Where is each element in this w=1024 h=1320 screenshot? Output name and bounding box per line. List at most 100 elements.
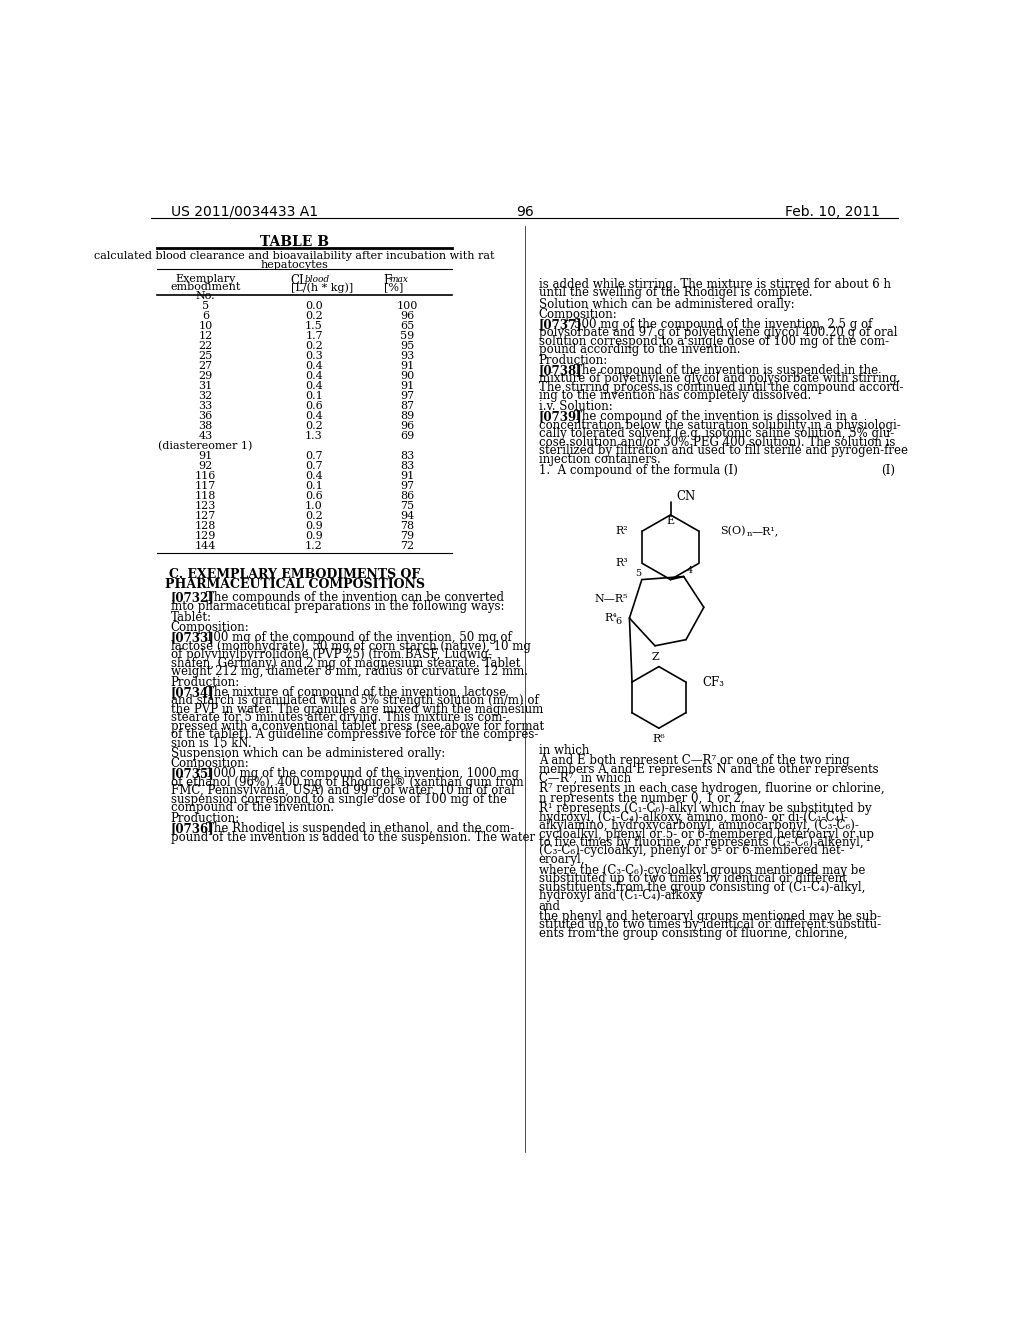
Text: 129: 129 xyxy=(195,531,216,541)
Text: 91: 91 xyxy=(199,451,213,461)
Text: (C₃-C₆)-cycloalkyl, phenyl or 5- or 6-membered het-: (C₃-C₆)-cycloalkyl, phenyl or 5- or 6-me… xyxy=(539,845,845,858)
Text: pound of the invention is added to the suspension. The water: pound of the invention is added to the s… xyxy=(171,830,535,843)
Text: max: max xyxy=(389,276,409,284)
Text: alkylamino, hydroxycarbonyl, aminocarbonyl, (C₃-C₆)-: alkylamino, hydroxycarbonyl, aminocarbon… xyxy=(539,818,859,832)
Text: and: and xyxy=(539,900,561,913)
Text: [0733]: [0733] xyxy=(171,631,214,644)
Text: 127: 127 xyxy=(195,511,216,521)
Text: CL: CL xyxy=(291,275,307,286)
Text: The compound of the invention is dissolved in a: The compound of the invention is dissolv… xyxy=(573,411,857,424)
Text: R²: R² xyxy=(615,527,629,536)
Text: is added while stirring. The mixture is stirred for about 6 h: is added while stirring. The mixture is … xyxy=(539,277,891,290)
Text: 1.7: 1.7 xyxy=(305,331,323,341)
Text: 83: 83 xyxy=(400,461,414,471)
Text: 0.4: 0.4 xyxy=(305,360,323,371)
Text: pressed with a conventional tablet press (see above for format: pressed with a conventional tablet press… xyxy=(171,719,544,733)
Text: Tablet:: Tablet: xyxy=(171,611,212,624)
Text: 33: 33 xyxy=(199,401,213,411)
Text: of the tablet). A guideline compressive force for the compres-: of the tablet). A guideline compressive … xyxy=(171,729,538,742)
Text: lactose (monohydrate), 50 mg of corn starch (native), 10 mg: lactose (monohydrate), 50 mg of corn sta… xyxy=(171,640,530,652)
Text: substituted up to two times by identical or different: substituted up to two times by identical… xyxy=(539,873,847,886)
Text: 91: 91 xyxy=(400,360,414,371)
Text: 97: 97 xyxy=(400,391,414,401)
Text: [%]: [%] xyxy=(384,282,403,292)
Text: 0.4: 0.4 xyxy=(305,411,323,421)
Text: the PVP in water. The granules are mixed with the magnesium: the PVP in water. The granules are mixed… xyxy=(171,702,543,715)
Text: mixture of polyethylene glycol and polysorbate with stirring.: mixture of polyethylene glycol and polys… xyxy=(539,372,900,385)
Text: n represents the number 0, 1 or 2,: n represents the number 0, 1 or 2, xyxy=(539,792,744,805)
Text: 22: 22 xyxy=(199,341,213,351)
Text: 144: 144 xyxy=(195,541,216,550)
Text: 0.9: 0.9 xyxy=(305,521,323,531)
Text: Solution which can be administered orally:: Solution which can be administered orall… xyxy=(539,298,795,310)
Text: No.: No. xyxy=(196,290,215,301)
Text: hydroxyl, (C₁-C₄)-alkoxy, amino, mono- or di-(C₁-C₄)-: hydroxyl, (C₁-C₄)-alkoxy, amino, mono- o… xyxy=(539,810,848,824)
Text: hepatocytes: hepatocytes xyxy=(261,260,329,271)
Text: to five times by fluorine, or represents (C₂-C₆)-alkenyl,: to five times by fluorine, or represents… xyxy=(539,836,863,849)
Text: A and E both represent C—R⁷ or one of the two ring: A and E both represent C—R⁷ or one of th… xyxy=(539,755,849,767)
Text: 87: 87 xyxy=(400,401,414,411)
Text: 0.2: 0.2 xyxy=(305,341,323,351)
Text: 97: 97 xyxy=(400,480,414,491)
Text: shafen, Germany) and 2 mg of magnesium stearate. Tablet: shafen, Germany) and 2 mg of magnesium s… xyxy=(171,656,520,669)
Text: CF₃: CF₃ xyxy=(702,676,725,689)
Text: TABLE B: TABLE B xyxy=(260,235,329,249)
Text: 83: 83 xyxy=(400,451,414,461)
Text: E: E xyxy=(667,516,675,527)
Text: 100 mg of the compound of the invention, 50 mg of: 100 mg of the compound of the invention,… xyxy=(206,631,511,644)
Text: 27: 27 xyxy=(199,360,213,371)
Text: 90: 90 xyxy=(400,371,414,381)
Text: 95: 95 xyxy=(400,341,414,351)
Text: Composition:: Composition: xyxy=(171,758,250,771)
Text: 72: 72 xyxy=(400,541,414,550)
Text: concentration below the saturation solubility in a physiologi-: concentration below the saturation solub… xyxy=(539,418,900,432)
Text: 0.4: 0.4 xyxy=(305,371,323,381)
Text: 128: 128 xyxy=(195,521,216,531)
Text: Suspension which can be administered orally:: Suspension which can be administered ora… xyxy=(171,747,444,760)
Text: 12: 12 xyxy=(199,331,213,341)
Text: 91: 91 xyxy=(400,471,414,480)
Text: N—R⁵: N—R⁵ xyxy=(594,594,628,603)
Text: FMC, Pennsylvania, USA) and 99 g of water. 10 ml of oral: FMC, Pennsylvania, USA) and 99 g of wate… xyxy=(171,784,514,797)
Text: 0.7: 0.7 xyxy=(305,451,323,461)
Text: (diastereomer 1): (diastereomer 1) xyxy=(159,441,253,451)
Text: The Rhodigel is suspended in ethanol, and the com-: The Rhodigel is suspended in ethanol, an… xyxy=(206,822,514,836)
Text: and starch is granulated with a 5% strength solution (m/m) of: and starch is granulated with a 5% stren… xyxy=(171,694,539,708)
Text: 0.2: 0.2 xyxy=(305,421,323,430)
Text: Production:: Production: xyxy=(171,676,240,689)
Text: [0736]: [0736] xyxy=(171,822,214,836)
Text: weight 212 mg, diameter 8 mm, radius of curvature 12 mm.: weight 212 mg, diameter 8 mm, radius of … xyxy=(171,665,527,678)
Text: The mixture of compound of the invention, lactose: The mixture of compound of the invention… xyxy=(206,686,506,698)
Text: 0.4: 0.4 xyxy=(305,381,323,391)
Text: [0737]: [0737] xyxy=(539,318,583,331)
Text: 0.4: 0.4 xyxy=(305,471,323,480)
Text: 94: 94 xyxy=(400,511,414,521)
Text: US 2011/0034433 A1: US 2011/0034433 A1 xyxy=(171,205,317,219)
Text: The compounds of the invention can be converted: The compounds of the invention can be co… xyxy=(206,591,504,605)
Text: 0.2: 0.2 xyxy=(305,312,323,321)
Text: where the (C₃-C₆)-cycloalkyl groups mentioned may be: where the (C₃-C₆)-cycloalkyl groups ment… xyxy=(539,863,865,876)
Text: 79: 79 xyxy=(400,531,414,541)
Text: 118: 118 xyxy=(195,491,216,502)
Text: Production:: Production: xyxy=(539,354,608,367)
Text: until the swelling of the Rhodigel is complete.: until the swelling of the Rhodigel is co… xyxy=(539,286,812,300)
Text: cally tolerated solvent (e.g. isotonic saline solution, 5% glu-: cally tolerated solvent (e.g. isotonic s… xyxy=(539,428,894,440)
Text: in which: in which xyxy=(539,743,589,756)
Text: R⁷ represents in each case hydrogen, fluorine or chlorine,: R⁷ represents in each case hydrogen, flu… xyxy=(539,781,885,795)
Text: 91: 91 xyxy=(400,381,414,391)
Text: 0.6: 0.6 xyxy=(305,401,323,411)
Text: 96: 96 xyxy=(400,421,414,430)
Text: 43: 43 xyxy=(199,430,213,441)
Text: n: n xyxy=(746,531,752,539)
Text: cycloalkyl, phenyl or 5- or 6-membered heteroaryl or up: cycloalkyl, phenyl or 5- or 6-membered h… xyxy=(539,828,873,841)
Text: 1000 mg of the compound of the invention, 1000 mg: 1000 mg of the compound of the invention… xyxy=(206,767,518,780)
Text: 86: 86 xyxy=(400,491,414,502)
Text: R³: R³ xyxy=(615,558,629,569)
Text: Z: Z xyxy=(651,652,658,661)
Text: 25: 25 xyxy=(199,351,213,360)
Text: 96: 96 xyxy=(400,312,414,321)
Text: Composition:: Composition: xyxy=(171,622,250,634)
Text: polysorbate and 97 g of polyethylene glycol 400.20 g of oral: polysorbate and 97 g of polyethylene gly… xyxy=(539,326,897,339)
Text: the phenyl and heteroaryl groups mentioned may be sub-: the phenyl and heteroaryl groups mention… xyxy=(539,909,881,923)
Text: of ethanol (96%), 400 mg of Rhodigel® (xanthan gum from: of ethanol (96%), 400 mg of Rhodigel® (x… xyxy=(171,776,523,789)
